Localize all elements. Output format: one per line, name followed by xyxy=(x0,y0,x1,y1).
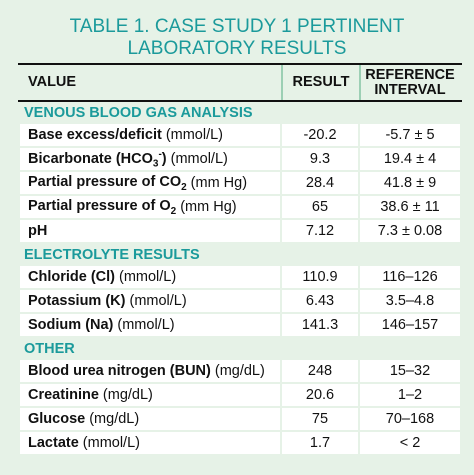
unit: (mmol/L) xyxy=(82,435,140,451)
rule xyxy=(18,100,462,102)
col-line xyxy=(281,65,283,100)
name-part: ) xyxy=(161,150,167,167)
name-part: 2 xyxy=(181,181,187,193)
label-cell: Creatinine (mg/dL) xyxy=(20,384,280,406)
unit: (mmol/L) xyxy=(117,317,175,333)
name-part: Glucose xyxy=(28,411,86,427)
section-title: VENOUS BLOOD GAS ANALYSIS xyxy=(24,105,253,121)
header-cell: RESULT xyxy=(292,74,350,90)
result-cell: 65 xyxy=(282,196,358,218)
reference-cell: 70–168 xyxy=(360,408,460,430)
item-name: Lactate xyxy=(28,435,79,451)
header-cell: VALUE xyxy=(28,74,77,90)
reference-cell: 15–32 xyxy=(360,360,460,382)
name-part: Creatinine xyxy=(28,387,99,403)
item-name: Chloride (Cl) xyxy=(28,269,115,285)
name-part: Blood urea nitrogen (BUN) xyxy=(28,363,211,379)
name-part: Base excess/deficit xyxy=(28,127,162,143)
reference-cell: 116–126 xyxy=(360,266,460,288)
item-name: pH xyxy=(28,223,47,239)
result-cell: 75 xyxy=(282,408,358,430)
unit: (mg/dL) xyxy=(89,411,140,427)
unit: (mmol/L) xyxy=(119,269,177,285)
result-cell: 1.7 xyxy=(282,432,358,454)
item-name: Bicarbonate (HCO3-) xyxy=(28,149,167,170)
result-cell: 28.4 xyxy=(282,172,358,194)
item-name: Base excess/deficit xyxy=(28,127,162,143)
item-name: Blood urea nitrogen (BUN) xyxy=(28,363,211,379)
result-cell: 6.43 xyxy=(282,290,358,312)
unit: (mm Hg) xyxy=(180,199,237,215)
unit: (mg/dL) xyxy=(102,387,153,403)
item-name: Glucose xyxy=(28,411,85,427)
reference-cell: 146–157 xyxy=(360,314,460,336)
label-cell: Partial pressure of O2 (mm Hg) xyxy=(20,196,280,218)
item-name: Potassium (K) xyxy=(28,293,126,309)
unit: (mg/dL) xyxy=(214,363,265,379)
header-text: REFERENCE xyxy=(365,66,455,83)
result-cell: 248 xyxy=(282,360,358,382)
result-cell: 110.9 xyxy=(282,266,358,288)
label-cell: Base excess/deficit (mmol/L) xyxy=(20,124,280,146)
reference-cell: 41.8 ± 9 xyxy=(360,172,460,194)
item-name: Partial pressure of O2 xyxy=(28,198,176,217)
reference-cell: 7.3 ± 0.08 xyxy=(360,220,460,242)
name-part: pH xyxy=(28,223,48,239)
label-cell: Bicarbonate (HCO3-) (mmol/L) xyxy=(20,148,280,170)
name-part: Chloride (Cl) xyxy=(28,269,115,285)
reference-cell: 38.6 ± 11 xyxy=(360,196,460,218)
result-cell: 9.3 xyxy=(282,148,358,170)
name-part: Potassium (K) xyxy=(28,293,126,309)
label-cell: Chloride (Cl) (mmol/L) xyxy=(20,266,280,288)
result-cell: -20.2 xyxy=(282,124,358,146)
section-title: OTHER xyxy=(24,341,75,357)
item-name: Partial pressure of CO2 xyxy=(28,174,187,193)
item-name: Creatinine xyxy=(28,387,99,403)
name-part: Partial pressure of O xyxy=(28,197,171,214)
label-cell: pH xyxy=(20,220,280,242)
header-cell: REFERENCE INTERVAL xyxy=(360,65,460,100)
label-cell: Potassium (K) (mmol/L) xyxy=(20,290,280,312)
reference-cell: 1–2 xyxy=(360,384,460,406)
title-line: LABORATORY RESULTS xyxy=(127,38,347,59)
unit: (mmol/L) xyxy=(129,293,187,309)
name-part: Sodium (Na) xyxy=(28,317,114,333)
label-cell: Glucose (mg/dL) xyxy=(20,408,280,430)
header-text: INTERVAL xyxy=(374,81,446,98)
name-part: Bicarbonate (HCO xyxy=(28,150,153,167)
unit: (mm Hg) xyxy=(190,175,248,191)
name-part: Partial pressure of CO xyxy=(28,173,182,190)
result-cell: 141.3 xyxy=(282,314,358,336)
unit: (mmol/L) xyxy=(165,127,224,143)
label-cell: Blood urea nitrogen (BUN) (mg/dL) xyxy=(20,360,280,382)
result-cell: 20.6 xyxy=(282,384,358,406)
unit: (mmol/L) xyxy=(170,151,228,167)
label-cell: Lactate (mmol/L) xyxy=(20,432,280,454)
reference-cell: < 2 xyxy=(360,432,460,454)
name-part: Lactate xyxy=(28,435,79,451)
rule xyxy=(18,63,462,65)
col-line xyxy=(359,65,361,100)
name-part: 2 xyxy=(170,205,177,217)
title-line: TABLE 1. CASE STUDY 1 PERTINENT xyxy=(69,16,405,37)
name-part: 3 xyxy=(152,158,159,170)
name-part: - xyxy=(158,148,162,160)
result-cell: 7.12 xyxy=(282,220,358,242)
reference-cell: 3.5–4.8 xyxy=(360,290,460,312)
item-name: Sodium (Na) xyxy=(28,317,113,333)
reference-cell: -5.7 ± 5 xyxy=(360,124,460,146)
label-cell: Sodium (Na) (mmol/L) xyxy=(20,314,280,336)
reference-cell: 19.4 ± 4 xyxy=(360,148,460,170)
label-cell: Partial pressure of CO2 (mm Hg) xyxy=(20,172,280,194)
section-title: ELECTROLYTE RESULTS xyxy=(24,247,200,263)
